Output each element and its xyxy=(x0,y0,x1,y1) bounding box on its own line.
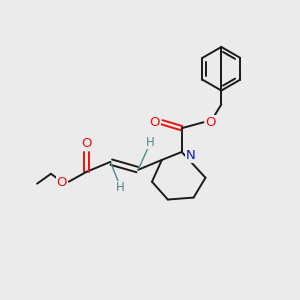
Text: H: H xyxy=(116,181,125,194)
Text: O: O xyxy=(81,136,92,150)
Text: O: O xyxy=(57,176,67,189)
Text: O: O xyxy=(150,116,160,129)
Text: O: O xyxy=(205,116,216,129)
Text: N: N xyxy=(186,149,195,162)
Text: H: H xyxy=(146,136,154,148)
